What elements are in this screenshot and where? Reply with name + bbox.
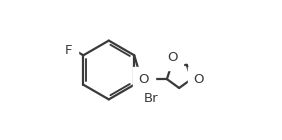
Text: F: F bbox=[65, 44, 72, 57]
Text: O: O bbox=[138, 73, 149, 86]
Text: Br: Br bbox=[144, 92, 159, 105]
Text: O: O bbox=[167, 51, 178, 64]
Text: O: O bbox=[193, 73, 204, 86]
